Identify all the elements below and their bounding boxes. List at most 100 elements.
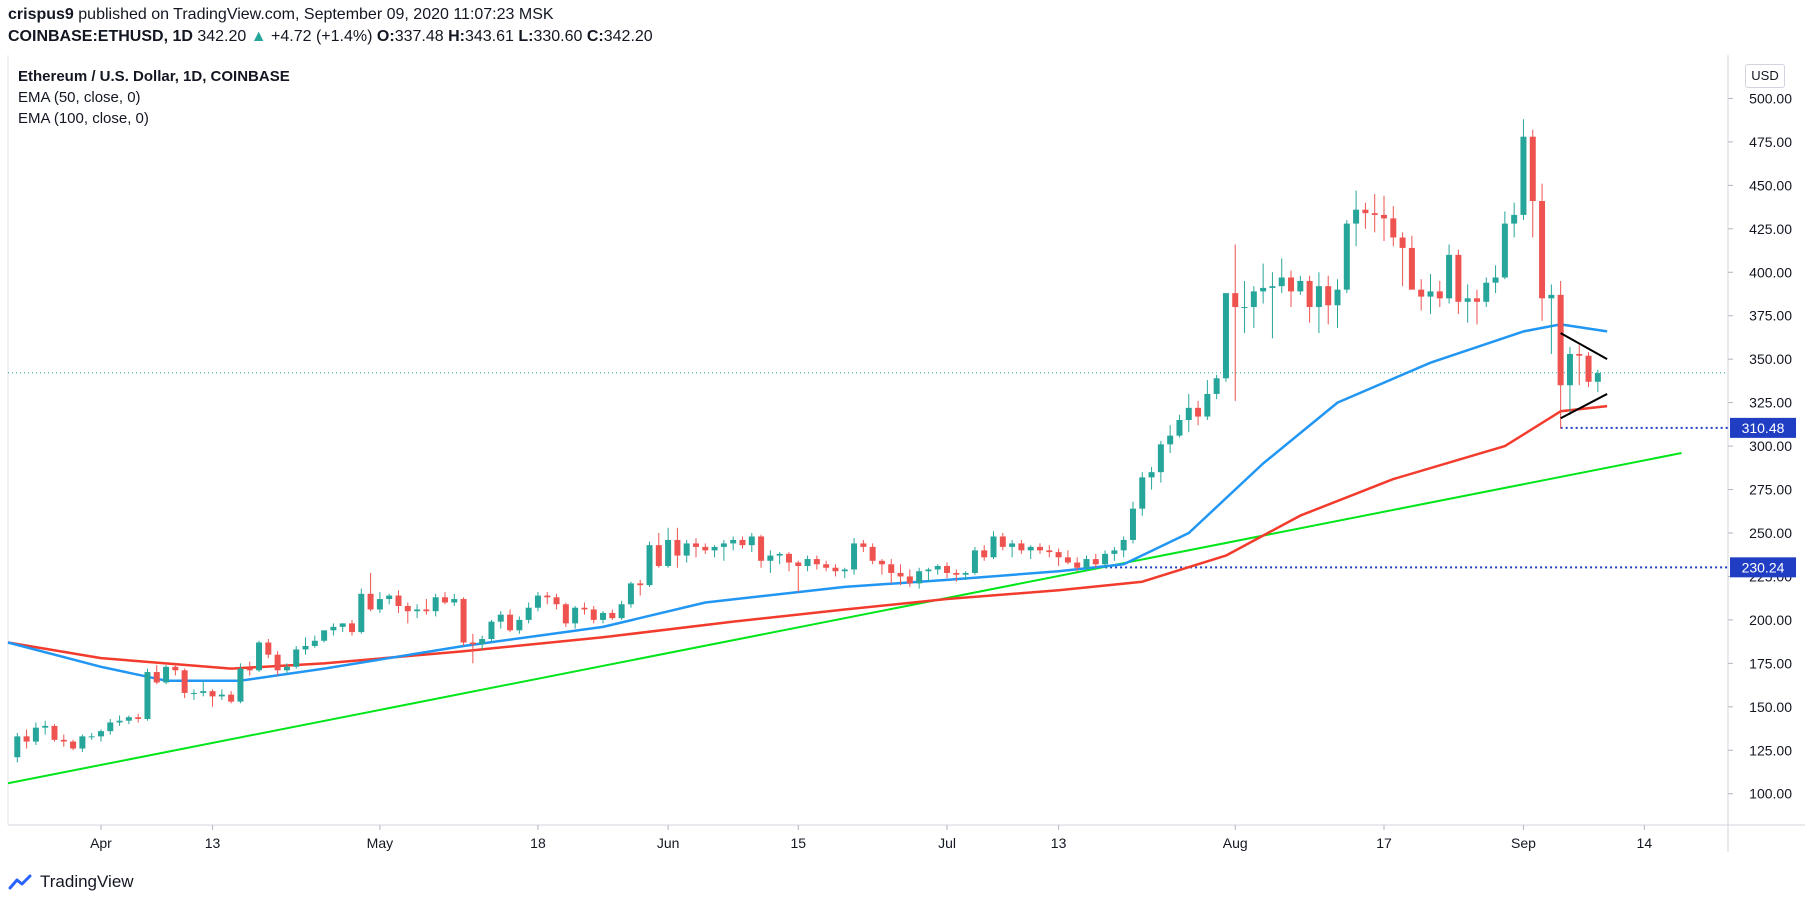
candle-body <box>97 731 104 737</box>
candle-body <box>488 621 495 640</box>
time-tick-label: 15 <box>790 835 806 851</box>
support-level-label-bg <box>1730 557 1796 578</box>
legend-title: Ethereum / U.S. Dollar, 1D, COINBASE <box>18 68 290 85</box>
tradingview-brand: TradingView <box>40 872 134 891</box>
candle-body <box>1167 435 1174 445</box>
candle-body <box>730 539 737 544</box>
time-tick-label: Apr <box>90 835 112 851</box>
candle-body <box>70 741 77 749</box>
candle-body <box>860 543 867 547</box>
candle-body <box>832 567 839 572</box>
candle-body <box>1585 355 1592 382</box>
ema50-line <box>7 323 1608 682</box>
candle-body <box>944 566 951 573</box>
candle-body <box>813 559 820 565</box>
candle-body <box>1576 353 1583 356</box>
support-level-label-bg <box>1730 417 1796 438</box>
candle-body <box>451 599 458 603</box>
candle-body <box>1353 209 1360 224</box>
candle-body <box>51 725 58 740</box>
support-level-label: 230.24 <box>1742 559 1785 575</box>
close-value: 342.20 <box>603 28 653 45</box>
price-change: +4.72 (+1.4%) <box>271 28 373 45</box>
tradingview-cloud-icon <box>8 874 32 890</box>
author-name[interactable]: crispus9 <box>8 6 74 23</box>
candle-body <box>283 666 290 671</box>
candle-body <box>1046 550 1053 553</box>
candle-body <box>1427 291 1434 297</box>
candle-body <box>609 612 616 619</box>
candle-body <box>1343 223 1350 290</box>
candle-body <box>562 604 569 624</box>
price-tick-label: 125.00 <box>1749 742 1792 758</box>
candle-body <box>32 727 39 742</box>
price-tick-label: 325.00 <box>1749 395 1792 411</box>
candle-body <box>1204 393 1211 417</box>
price-tick-label: 425.00 <box>1749 221 1792 237</box>
price-tick-label: 450.00 <box>1749 177 1792 193</box>
currency-button[interactable]: USD <box>1745 64 1785 88</box>
legend-ema50[interactable]: EMA (50, close, 0) <box>18 89 141 106</box>
symbol-line: COINBASE:ETHUSD, 1D 342.20 ▲ +4.72 (+1.4… <box>8 28 653 46</box>
time-tick-label: 17 <box>1376 835 1392 851</box>
candle-body <box>534 595 541 608</box>
candle-body <box>999 536 1006 547</box>
candle-body <box>1334 289 1341 306</box>
candle-body <box>1520 136 1527 215</box>
candle-body <box>376 599 383 610</box>
price-tick-label: 500.00 <box>1749 90 1792 106</box>
candle-body <box>1464 298 1471 302</box>
candle-body <box>841 569 848 572</box>
candle-body <box>990 536 997 558</box>
candle-body <box>1501 223 1508 278</box>
price-tick-label: 350.00 <box>1749 351 1792 367</box>
price-tick-label: 200.00 <box>1749 612 1792 628</box>
candle-body <box>1027 546 1034 551</box>
candle-body <box>1455 254 1462 302</box>
candle-body <box>739 539 746 546</box>
candle-body <box>1446 254 1453 299</box>
candle-body <box>163 666 170 683</box>
price-tick-label: 475.00 <box>1749 134 1792 150</box>
candle-body <box>79 736 86 749</box>
candle-body <box>953 572 960 575</box>
candle-body <box>265 642 272 655</box>
candle-body <box>507 614 514 631</box>
chart-legend: Ethereum / U.S. Dollar, 1D, COINBASE EMA… <box>18 66 290 129</box>
candle-body <box>88 736 95 738</box>
candle-body <box>1483 282 1490 302</box>
tradingview-branding[interactable]: TradingView <box>8 872 134 892</box>
candle-body <box>674 539 681 556</box>
candle-body <box>600 612 607 620</box>
candle-body <box>367 593 374 610</box>
price-tick-label: 250.00 <box>1749 525 1792 541</box>
candle-body <box>181 670 188 693</box>
triangle-lower-line <box>1560 393 1608 420</box>
candle-body <box>693 543 699 547</box>
support-level-label: 310.48 <box>1742 420 1785 436</box>
candle-body <box>228 694 235 702</box>
candle-body <box>1371 213 1378 215</box>
candle-body <box>1566 353 1573 386</box>
high-value: 343.61 <box>464 28 514 45</box>
candle-body <box>590 609 597 620</box>
ascending-trendline <box>7 452 1682 785</box>
price-tick-label: 150.00 <box>1749 699 1792 715</box>
candle-body <box>256 642 263 671</box>
candle-body <box>925 569 932 572</box>
time-tick-label: 13 <box>1051 835 1067 851</box>
candle-body <box>525 607 532 620</box>
candle-body <box>200 691 207 693</box>
legend-ema100[interactable]: EMA (100, close, 0) <box>18 110 149 127</box>
candle-body <box>1148 472 1155 478</box>
time-tick-label: Jul <box>938 835 956 851</box>
candle-body <box>1157 444 1164 473</box>
candle-body <box>1325 286 1332 306</box>
candle-body <box>1390 218 1397 238</box>
triangle-upper-line <box>1560 332 1608 361</box>
last-price: 342.20 <box>197 28 247 45</box>
candle-body <box>14 736 21 758</box>
candle-body <box>1120 539 1127 551</box>
price-tick-label: 400.00 <box>1749 264 1792 280</box>
